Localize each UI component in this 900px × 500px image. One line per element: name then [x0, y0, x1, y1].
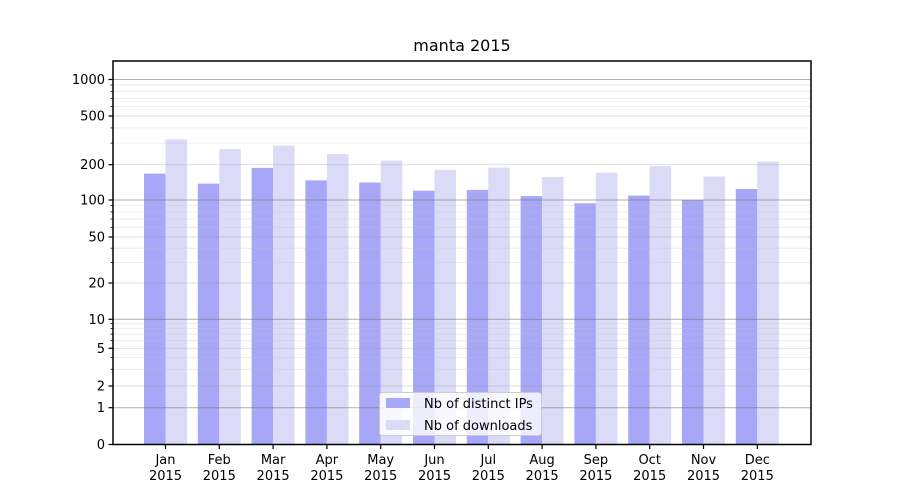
plot-border [112, 60, 812, 446]
bar [595, 172, 618, 445]
y-tick-label: 200 [80, 158, 105, 173]
x-tick-label-year: 2015 [579, 469, 612, 484]
bar [488, 167, 510, 445]
x-tick-label-month: Mar [261, 453, 286, 468]
x-tick-label-year: 2015 [257, 469, 290, 484]
x-tick-label-month: Apr [316, 453, 339, 468]
x-tick-label-year: 2015 [310, 469, 343, 484]
x-tick-label-year: 2015 [526, 469, 559, 484]
bar [219, 149, 241, 445]
x-tick-label-year: 2015 [687, 469, 720, 484]
x-tick-label-month: Aug [529, 453, 554, 468]
y-tick-label: 100 [80, 194, 105, 209]
bar [273, 145, 295, 445]
y-tick-label: 500 [80, 110, 105, 125]
x-tick-label-month: Oct [638, 453, 660, 468]
x-tick-label-month: Nov [691, 453, 717, 468]
bars-layer [144, 139, 779, 445]
bar [735, 189, 758, 445]
bar [380, 160, 403, 445]
x-tick-label-year: 2015 [203, 469, 236, 484]
x-tick-label-month: Jul [479, 453, 496, 468]
bar [574, 203, 596, 445]
legend-box [379, 392, 542, 436]
legend-swatch-downloads [386, 420, 410, 430]
plot-area: 01251020501002005001000Jan2015Feb2015Mar… [72, 60, 812, 484]
bar [649, 166, 672, 445]
y-tick-label: 1000 [72, 73, 105, 88]
bar [628, 195, 650, 445]
x-tick-label-month: Jan [154, 453, 175, 468]
y-tick-label: 1 [97, 401, 105, 416]
chart-title: manta 2015 [413, 36, 510, 55]
y-tick-label: 0 [97, 438, 105, 453]
legend-label-distinct-ips: Nb of distinct IPs [424, 397, 533, 412]
x-tick-label-year: 2015 [364, 469, 397, 484]
x-tick-label-year: 2015 [741, 469, 774, 484]
x-tick-label-year: 2015 [418, 469, 451, 484]
bar [542, 177, 564, 445]
x-tick-label-month: Feb [208, 453, 231, 468]
bar [434, 169, 456, 445]
bar [251, 167, 274, 445]
bar [326, 154, 349, 445]
x-tick-label-month: Sep [584, 453, 609, 468]
y-tick-label: 50 [88, 231, 105, 246]
bar [466, 189, 489, 445]
bar [305, 180, 327, 445]
x-tick-label-month: May [367, 453, 394, 468]
x-tick-label-year: 2015 [472, 469, 505, 484]
bar [144, 173, 166, 445]
y-tick-label: 10 [88, 313, 105, 328]
ticks-layer: 01251020501002005001000Jan2015Feb2015Mar… [72, 73, 774, 484]
legend: Nb of distinct IPs Nb of downloads [379, 392, 542, 436]
bar [520, 196, 543, 445]
bar [413, 190, 435, 445]
x-tick-label-month: Dec [745, 453, 770, 468]
y-tick-label: 5 [97, 342, 105, 357]
bar [359, 182, 381, 445]
x-tick-label-month: Jun [423, 453, 444, 468]
bar [165, 139, 187, 445]
legend-label-downloads: Nb of downloads [424, 419, 533, 434]
y-tick-label: 20 [88, 277, 105, 292]
x-tick-label-year: 2015 [149, 469, 182, 484]
x-tick-label-year: 2015 [633, 469, 666, 484]
legend-swatch-distinct-ips [386, 398, 410, 408]
bar [682, 200, 704, 445]
gridlines-layer [113, 79, 811, 409]
bar [757, 161, 779, 445]
bar [197, 183, 220, 445]
bar [703, 176, 725, 445]
y-tick-label: 2 [97, 380, 105, 395]
